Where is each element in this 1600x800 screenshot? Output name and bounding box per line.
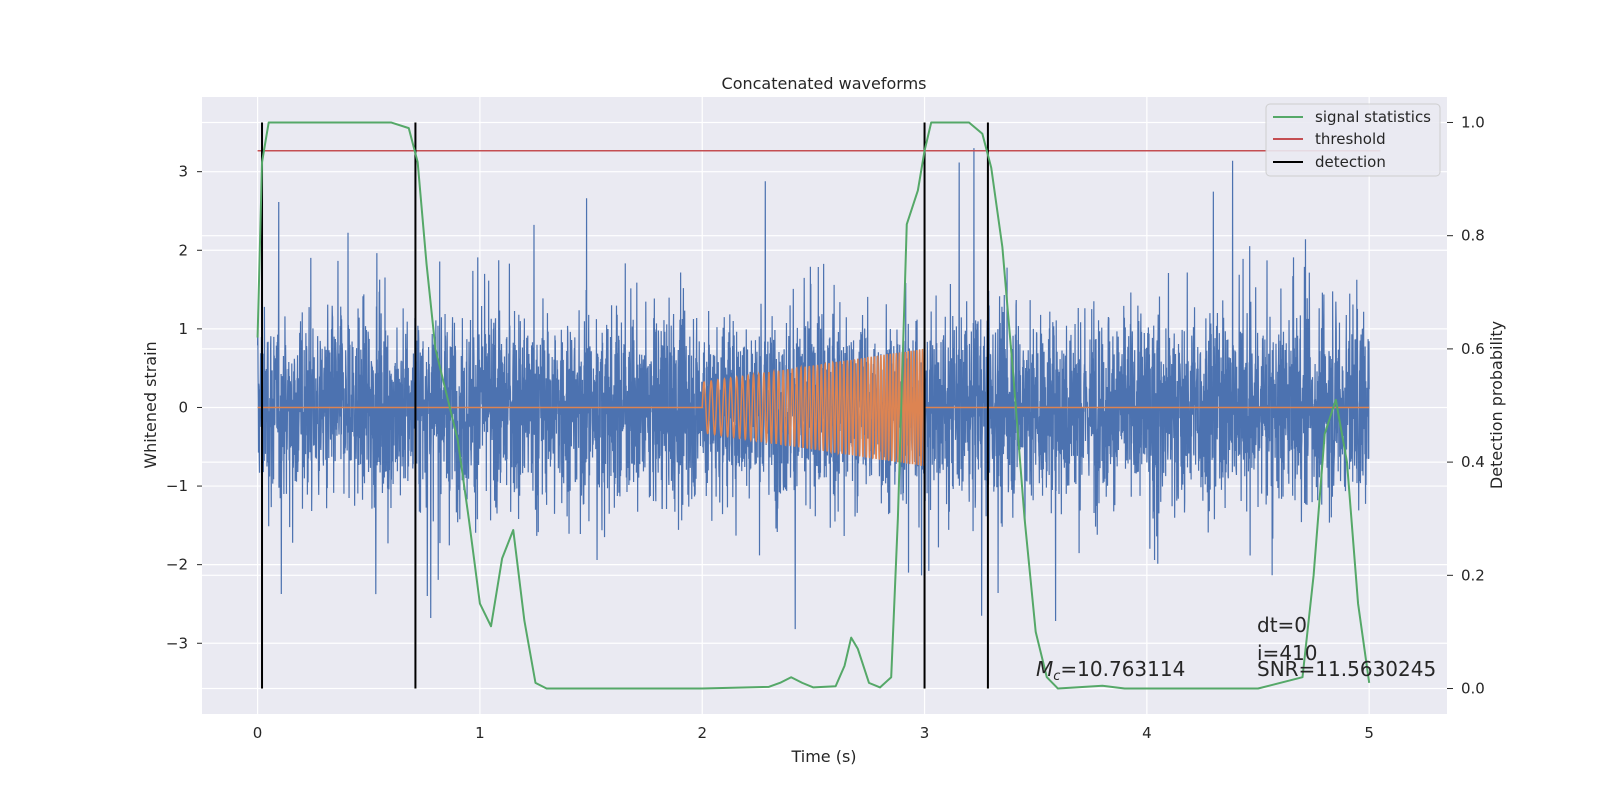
injected-line xyxy=(257,348,1370,466)
legend-label-threshold: threshold xyxy=(1315,130,1386,148)
x-tick-label: 5 xyxy=(1364,724,1374,742)
annotation-dt: dt=0 xyxy=(1257,613,1307,637)
y-tick-label: −3 xyxy=(166,634,188,652)
signal-statistics-line xyxy=(256,121,1371,690)
detection-lines xyxy=(261,122,989,689)
y-tick-label: −1 xyxy=(166,477,188,495)
legend-box xyxy=(1265,103,1441,177)
y2-tick-label: 0.2 xyxy=(1461,566,1485,584)
annotation-i: i=410 xyxy=(1257,641,1318,665)
y2-axis-label: Detection probability xyxy=(1487,321,1506,489)
x-tick-label: 0 xyxy=(253,724,263,742)
y-tick-label: 0 xyxy=(178,398,188,416)
legend: signal statistics threshold detection xyxy=(1265,103,1441,177)
x-axis-label: Time (s) xyxy=(790,747,856,766)
tick-labels: 0 1 2 3 4 5 −3 −2 −1 0 1 2 3 0.0 0.2 0.4 0.6 0.8 1.0 xyxy=(166,113,1485,742)
y2-tick-label: 0.8 xyxy=(1461,227,1485,245)
y-tick-label: 2 xyxy=(178,241,188,259)
annotation-mc: Mc=10.763114 xyxy=(1036,657,1185,684)
x-tick-label: 3 xyxy=(920,724,930,742)
injected-series xyxy=(257,348,1370,466)
annotation-snr: SNR=11.5630245 xyxy=(1257,657,1436,681)
strain-series xyxy=(256,148,1370,630)
signal-statistics-series xyxy=(256,121,1371,690)
y2-tick-label: 1.0 xyxy=(1461,113,1485,131)
legend-label-signal-statistics: signal statistics xyxy=(1315,108,1431,126)
y-tick-label: 1 xyxy=(178,320,188,338)
y2-tick-label: 0.4 xyxy=(1461,453,1485,471)
x-tick-label: 2 xyxy=(697,724,707,742)
y-tick-label: −2 xyxy=(166,556,188,574)
y-tick-label: 3 xyxy=(178,163,188,181)
x-tick-label: 4 xyxy=(1142,724,1152,742)
annotations: Mc=10.763114 dt=0 i=410 SNR=11.5630245 xyxy=(1036,613,1436,684)
legend-label-detection: detection xyxy=(1315,153,1386,171)
y2-tick-label: 0.6 xyxy=(1461,340,1485,358)
strain-line xyxy=(256,148,1370,630)
x-tick-label: 1 xyxy=(475,724,485,742)
y2-tick-label: 0.0 xyxy=(1461,680,1485,698)
y-axis-label: Whitened strain xyxy=(141,341,160,468)
chart-title: Concatenated waveforms xyxy=(722,74,927,93)
